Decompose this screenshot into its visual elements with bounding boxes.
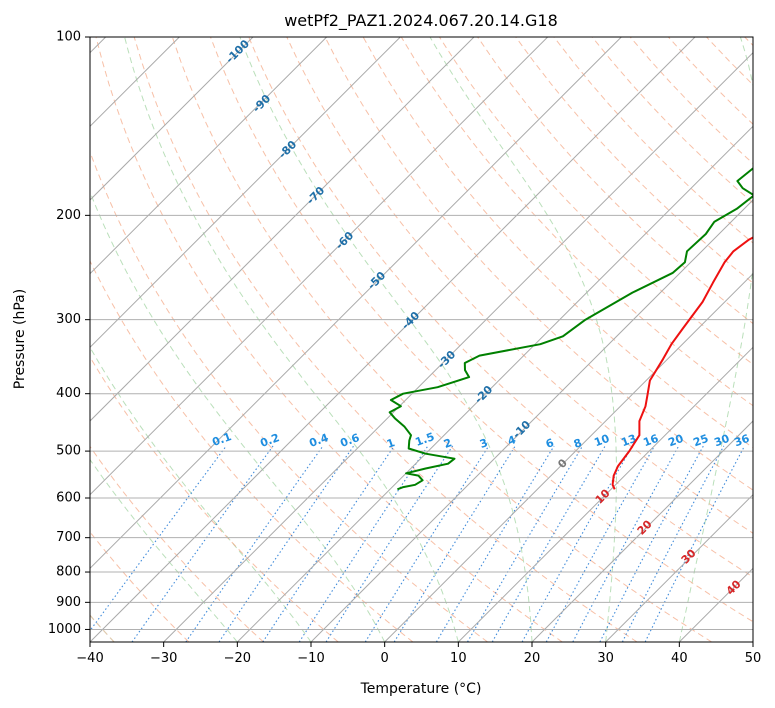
x-tick-label: −10 <box>297 651 324 666</box>
mixing-ratio-label: 1.5 <box>413 430 436 449</box>
mixing-ratio-label: 3 <box>478 436 490 451</box>
moist-adiabat <box>90 190 386 642</box>
mixing-ratio-label: 2 <box>442 436 454 451</box>
series-layer <box>388 167 753 491</box>
dry-adiabat <box>324 37 753 491</box>
mixing-ratio-line <box>185 445 324 642</box>
mixing-ratio-line <box>325 445 454 642</box>
x-tick-label: −20 <box>224 651 251 666</box>
x-tick-label: 30 <box>597 651 614 666</box>
isotherm <box>90 37 401 349</box>
isotherm <box>90 37 254 201</box>
y-axis: 100 200 300 400 500 600 700 800 900 1000 <box>48 30 90 637</box>
dry-adiabat <box>90 259 414 642</box>
x-tick-label: −40 <box>76 651 103 666</box>
isotherm <box>531 420 753 642</box>
x-tick-label: 0 <box>381 651 389 666</box>
dry-adiabats <box>90 37 753 642</box>
mixing-ratio-line <box>467 445 584 642</box>
y-tick-label: 100 <box>56 30 81 45</box>
y-tick-label: 800 <box>56 565 81 580</box>
mixing-ratio-label: 0.4 <box>307 431 330 450</box>
skewed-isotherms <box>90 37 753 642</box>
mixing-ratio-line <box>621 445 725 642</box>
moist-adiabat <box>124 37 459 642</box>
temperature-profile <box>611 236 753 490</box>
dry-adiabat <box>210 37 753 623</box>
mixing-ratio-line <box>364 445 490 642</box>
moist-adiabat <box>678 37 753 642</box>
y-tick-label: 600 <box>56 491 81 506</box>
isotherm <box>236 125 753 642</box>
isotherm <box>310 199 753 642</box>
mixing-ratio-line <box>298 445 429 642</box>
x-axis-label: Temperature (°C) <box>360 681 482 697</box>
x-tick-label: 10 <box>450 651 467 666</box>
mixing-ratio-line <box>218 445 355 642</box>
chart-title: wetPf2_PAZ1.2024.067.20.14.G18 <box>284 11 558 31</box>
isotherm <box>605 493 753 642</box>
mixing-ratio-label: 6 <box>544 436 556 451</box>
isotherm <box>90 37 696 642</box>
x-tick-label: 50 <box>745 651 762 666</box>
dry-adiabat <box>133 37 638 642</box>
isotherm <box>90 37 328 275</box>
dry-adiabat <box>515 37 753 284</box>
y-tick-label: 500 <box>56 444 81 459</box>
isotherm <box>90 37 622 570</box>
dewpoint-profile <box>388 167 753 491</box>
mixing-ratio-line <box>545 445 656 642</box>
moist-adiabat <box>239 37 533 642</box>
pressure-gridlines <box>90 37 753 630</box>
dry-adiabat <box>171 37 712 642</box>
y-tick-label: 1000 <box>48 622 81 637</box>
x-axis: −40 −30 −20 −10 0 10 20 30 40 50 <box>76 642 761 666</box>
isotherm <box>90 37 549 496</box>
mixing-ratio-line <box>435 445 555 642</box>
y-tick-label: 300 <box>56 312 81 327</box>
isotherm <box>90 37 475 422</box>
mixing-ratio-label: 20 <box>666 432 685 450</box>
y-tick-label: 400 <box>56 386 81 401</box>
moist-adiabat <box>90 458 238 642</box>
mixing-ratio-line <box>262 445 395 642</box>
x-tick-label: 20 <box>524 651 541 666</box>
isotherm <box>163 51 753 642</box>
dry-adiabat <box>95 37 563 642</box>
mixing-ratio-line <box>644 445 746 642</box>
mixing-ratio-label: 10 <box>592 432 611 450</box>
mixing-ratio-label: 36 <box>732 432 751 450</box>
y-tick-label: 900 <box>56 595 81 610</box>
mixing-ratio-line <box>521 445 633 642</box>
isotherm <box>457 346 753 642</box>
mixing-ratio-label: 16 <box>641 432 660 450</box>
mixing-ratio-label: 30 <box>712 432 731 450</box>
mixing-ratio-label: 1 <box>385 436 397 451</box>
isotherm <box>384 272 753 642</box>
mixing-ratio-label: 0.2 <box>258 431 281 450</box>
mixing-ratio-label: 4 <box>506 433 518 448</box>
x-tick-label: −30 <box>150 651 177 666</box>
mixing-ratio-line <box>131 445 274 642</box>
mixing-ratio-label: 8 <box>572 436 584 451</box>
mixing-ratio-label: 0.6 <box>338 431 361 450</box>
dry-adiabat <box>90 445 264 642</box>
plot-frame <box>89 36 754 643</box>
dry-adiabat <box>286 37 753 534</box>
mixing-ratio-label: 0.1 <box>210 430 233 449</box>
y-tick-label: 200 <box>56 208 81 223</box>
dry-adiabat <box>90 356 339 642</box>
moist-adiabat <box>429 37 617 642</box>
dry-adiabat <box>248 37 753 578</box>
mixing-ratio-labels: 0.1 0.2 0.4 0.6 1 1.5 2 3 4 6 8 10 13 16 20 25 30 36 <box>210 430 751 451</box>
y-tick-label: 700 <box>56 530 81 545</box>
mixing-ratio-label: 25 <box>691 432 710 449</box>
y-axis-label: Pressure (hPa) <box>12 289 28 389</box>
x-tick-label: 40 <box>671 651 688 666</box>
